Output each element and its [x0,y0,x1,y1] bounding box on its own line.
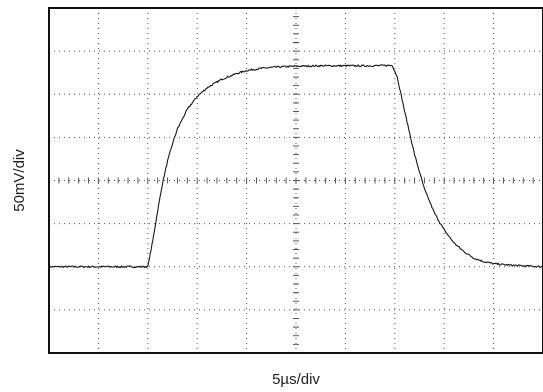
signal-trace [48,64,543,269]
plot-frame [48,7,543,354]
y-axis-label: 50mV/div [11,149,28,212]
x-axis-label: 5µs/div [272,371,320,388]
center-axis-ticks [48,7,543,354]
